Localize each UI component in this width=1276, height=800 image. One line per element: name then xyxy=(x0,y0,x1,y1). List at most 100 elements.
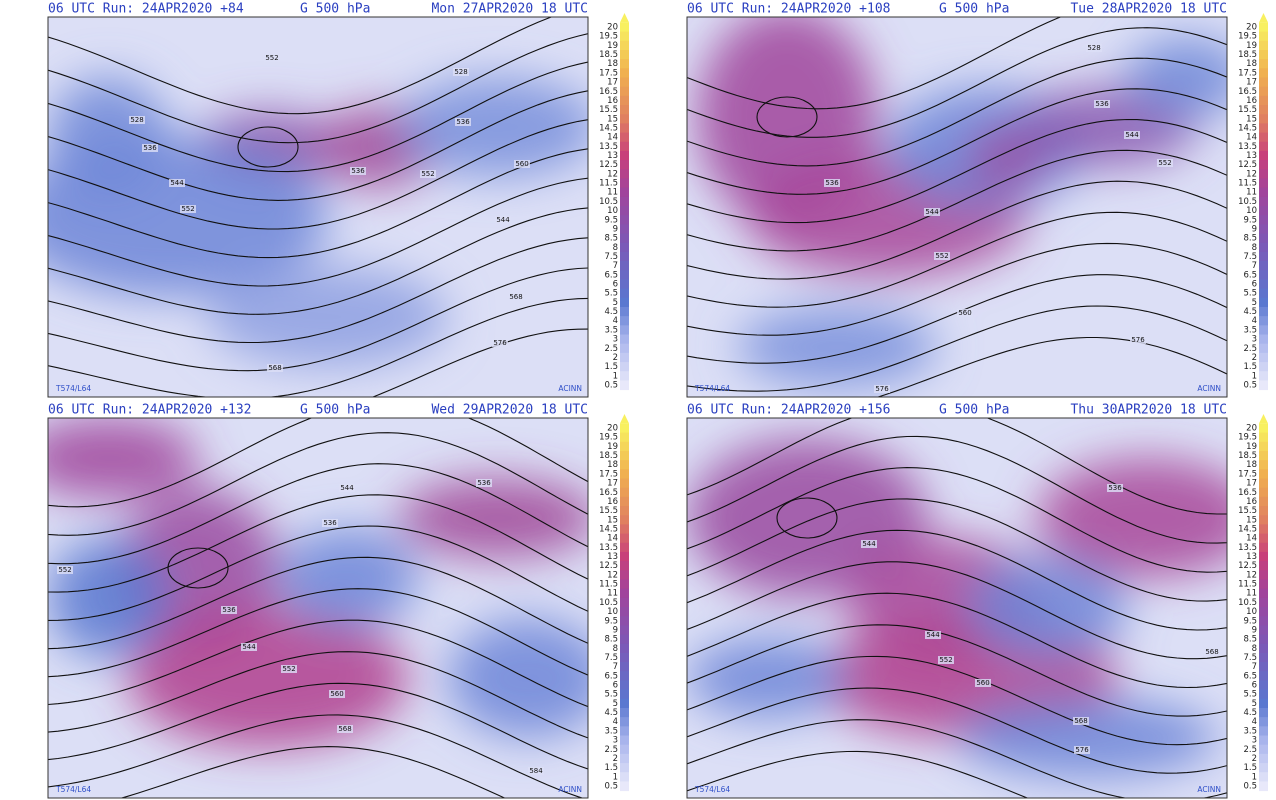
contour-label: 560 xyxy=(976,679,989,687)
colorbar-label: 14 xyxy=(607,534,618,544)
colorbar-label: 1.5 xyxy=(1243,763,1257,773)
colorbar-label: 3.5 xyxy=(604,726,618,736)
colorbar-cell xyxy=(1259,160,1268,170)
colorbar-label: 16 xyxy=(607,96,618,106)
colorbar-cell xyxy=(1259,506,1268,516)
colorbar-label: 11.5 xyxy=(599,179,618,189)
contour-label-bg xyxy=(420,170,436,178)
colorbar-label: 15 xyxy=(1246,114,1257,124)
colorbar-cell xyxy=(620,215,629,225)
shading xyxy=(687,438,1227,778)
contour-label-bg xyxy=(938,656,954,664)
contour-line xyxy=(48,494,588,593)
contour-label-bg xyxy=(267,364,283,372)
colorbar-cell xyxy=(1259,533,1268,544)
colorbar-cell xyxy=(620,270,629,280)
colorbar-label: 12 xyxy=(607,169,618,179)
colorbar-cell xyxy=(1259,371,1268,381)
colorbar-label: 13.5 xyxy=(599,142,618,152)
shade-blob xyxy=(398,77,588,177)
colorbar-arrow xyxy=(1259,13,1268,23)
contour-label: 536 xyxy=(222,606,236,614)
contour-low xyxy=(776,497,838,539)
colorbar-cell xyxy=(620,59,629,69)
colorbar-label: 0.5 xyxy=(604,782,618,792)
contour-line xyxy=(48,432,588,536)
field-title: G 500 hPa xyxy=(939,403,1009,418)
colorbar-label: 6 xyxy=(1252,681,1257,691)
contour-label-bg xyxy=(861,540,877,548)
contour-line xyxy=(48,148,588,259)
colorbar-label: 19 xyxy=(1246,41,1257,51)
colorbar-cell xyxy=(620,753,629,764)
colorbar-label: 5.5 xyxy=(1243,690,1257,700)
contour-line xyxy=(687,418,1227,515)
colorbar-cell xyxy=(1259,261,1268,271)
colorbar-cell xyxy=(1259,726,1268,737)
colorbar-label: 4 xyxy=(1252,717,1257,727)
colorbar-cell xyxy=(620,680,629,691)
colorbar-label: 4.5 xyxy=(1243,307,1257,317)
contour-label: 568 xyxy=(1205,648,1218,656)
contour-line xyxy=(48,588,588,678)
colorbar-cell xyxy=(1259,22,1268,33)
contour-label-bg xyxy=(824,179,840,187)
colorbar-label: 9 xyxy=(613,625,618,635)
colorbar-cell xyxy=(1259,597,1268,608)
colorbar-cell xyxy=(1259,178,1268,189)
colorbar-label: 7.5 xyxy=(1243,252,1257,262)
colorbar-label: 5 xyxy=(613,298,618,308)
colorbar-cell xyxy=(1259,432,1268,443)
contour-label-bg xyxy=(1094,100,1110,108)
contour-line xyxy=(48,418,588,508)
contour-low xyxy=(237,126,299,168)
colorbar-cell xyxy=(1259,689,1268,700)
colorbar-cell xyxy=(1259,334,1268,345)
colorbar-cell xyxy=(1259,68,1268,78)
contour-low xyxy=(167,547,229,589)
contour-label: 568 xyxy=(268,364,281,372)
colorbar-cell xyxy=(1259,352,1268,363)
shade-blob xyxy=(398,478,588,558)
colorbar-cell xyxy=(1259,496,1268,507)
contour-label-bg xyxy=(322,519,338,527)
colorbar-cell xyxy=(1259,49,1268,60)
colorbar-label: 10 xyxy=(607,607,618,617)
colorbar-cell xyxy=(620,570,629,580)
colorbar-label: 5.5 xyxy=(604,289,618,299)
contours xyxy=(687,17,1227,397)
contour-line xyxy=(687,88,1227,195)
colorbar-label: 17 xyxy=(1246,78,1257,88)
colorbar-label: 10 xyxy=(607,206,618,216)
colorbar-label: 14 xyxy=(607,133,618,143)
colorbar-label: 11.5 xyxy=(1238,179,1257,189)
colorbar-cell xyxy=(1259,680,1268,691)
contour-label: 576 xyxy=(1131,336,1145,344)
contour-label-bg xyxy=(180,205,196,213)
map-frame xyxy=(686,417,1228,799)
colorbar-cell xyxy=(1259,114,1268,124)
colorbar-cell xyxy=(1259,744,1268,755)
colorbar-cell xyxy=(1259,224,1268,235)
colorbar-label: 6.5 xyxy=(604,270,618,280)
colorbar-cell xyxy=(620,22,629,33)
shade-blob xyxy=(687,438,927,598)
colorbar-cell xyxy=(1259,169,1268,179)
colorbar-cell xyxy=(620,371,629,381)
colorbar-cell xyxy=(620,150,629,161)
colorbar-label: 4 xyxy=(613,717,618,727)
colorbar-cell xyxy=(1259,86,1268,97)
contour-label: 536 xyxy=(351,167,365,175)
colorbar-label: 6.5 xyxy=(1243,270,1257,280)
colorbar-cell xyxy=(620,114,629,124)
colorbar-cell xyxy=(1259,753,1268,764)
colorbar-cell xyxy=(620,616,629,626)
contour-label: 568 xyxy=(338,725,351,733)
colorbar-cell xyxy=(620,460,629,470)
source-label: ACINN xyxy=(558,785,582,794)
colorbar-cell xyxy=(1259,469,1268,479)
source-label: ACINN xyxy=(558,384,582,393)
colorbar-cell xyxy=(620,31,629,42)
contour-line xyxy=(48,17,553,115)
colorbar-label: 12 xyxy=(1246,169,1257,179)
